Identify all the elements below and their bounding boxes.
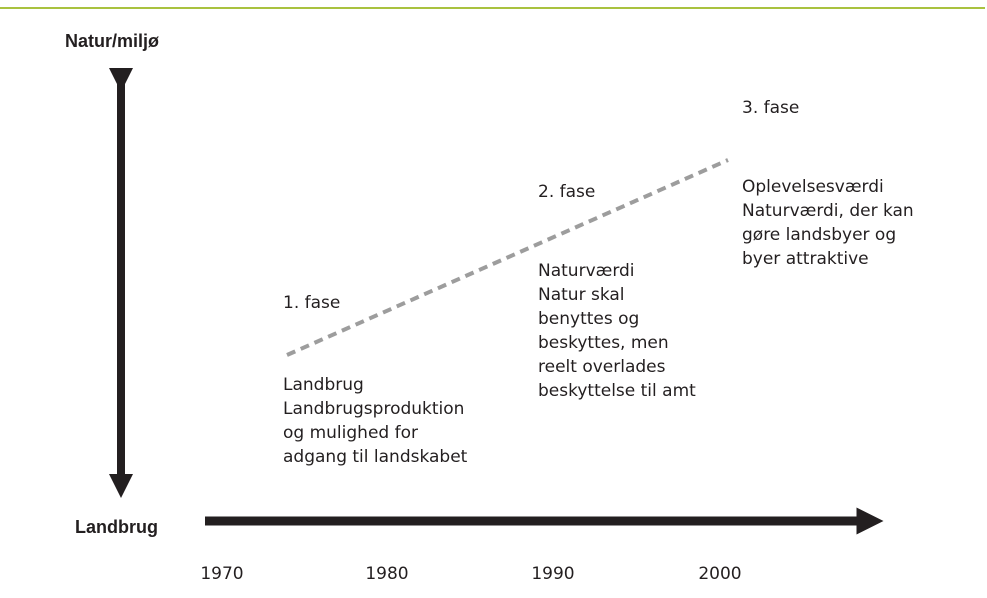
years: 1970 1980 1990 2000	[200, 564, 741, 584]
phase-title: 1. fase	[283, 293, 340, 313]
phase-text: beskyttes, men	[538, 333, 669, 353]
phase-text: Naturværdi, der kan	[742, 201, 914, 221]
phase-text: adgang til landskabet	[283, 447, 468, 467]
year-label: 1980	[365, 564, 408, 584]
phase-text: Naturværdi	[538, 261, 635, 281]
year-label: 1970	[200, 564, 243, 584]
trend-line	[286, 158, 729, 357]
phases: 1. fase Landbrug Landbrugsproduktion og mul…	[283, 98, 914, 467]
phase-text: og mulighed for	[283, 423, 418, 443]
phase-text: gøre landsbyer og	[742, 225, 896, 245]
phase-text: beskyttelse til amt	[538, 381, 696, 401]
phase-text: Oplevelsesværdi	[742, 177, 884, 197]
y-axis-label: Natur/miljø	[65, 31, 159, 51]
phase-text: Natur skal	[538, 285, 625, 305]
year-label: 2000	[698, 564, 741, 584]
phase-title: 3. fase	[742, 98, 799, 118]
year-label: 1990	[531, 564, 574, 584]
phase-text: reelt overlades	[538, 357, 666, 377]
phase-text: benyttes og	[538, 309, 639, 329]
phase-title: 2. fase	[538, 182, 595, 202]
phase-text: Landbrug	[283, 375, 364, 395]
phase-text: Landbrugsproduktion	[283, 399, 464, 419]
x-axis-label: Landbrug	[75, 517, 158, 537]
phase-text: byer attraktive	[742, 249, 869, 269]
